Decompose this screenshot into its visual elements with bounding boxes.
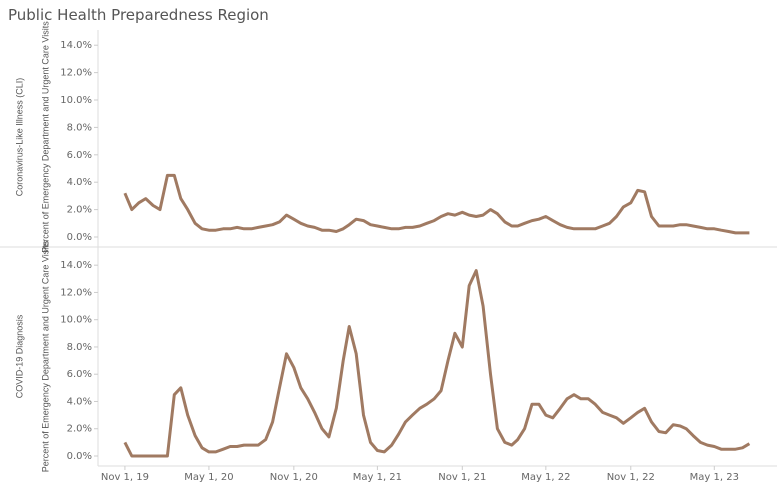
y-tick-label: 8.0% [67,122,92,133]
x-tick-label: Nov 1, 22 [607,472,655,482]
x-tick-label: May 1, 21 [353,472,402,482]
y-tick-label: 12.0% [60,68,92,79]
y-axis-title: Percent of Emergency Department and Urge… [40,240,50,472]
y-tick-label: 0.0% [67,451,92,462]
y-tick-label: 6.0% [67,150,92,161]
y-tick-label: 10.0% [60,315,92,326]
y-tick-label: 10.0% [60,95,92,106]
y-tick-label: 2.0% [67,424,92,435]
x-tick-label: Nov 1, 21 [438,472,486,482]
x-tick-label: Nov 1, 19 [101,472,149,482]
y-tick-label: 2.0% [67,205,92,216]
y-tick-label: 6.0% [67,369,92,380]
y-tick-label: 8.0% [67,342,92,353]
x-tick-label: May 1, 22 [521,472,570,482]
y-tick-label: 12.0% [60,287,92,298]
x-tick-label: May 1, 20 [184,472,233,482]
x-tick-label: May 1, 23 [690,472,739,482]
y-tick-label: 14.0% [60,40,92,51]
x-tick-label: Nov 1, 20 [270,472,318,482]
y-tick-label: 14.0% [60,260,92,271]
data-line [123,173,750,235]
chart-title: Public Health Preparedness Region [8,6,269,24]
y-tick-label: 4.0% [67,396,92,407]
y-axis-title: Percent of Emergency Department and Urge… [40,21,50,253]
y-tick-label: 4.0% [67,177,92,188]
y-tick-label: 0.0% [67,232,92,243]
panel-label: COVID-19 Diagnosis [14,314,24,398]
panel-label: Coronavirus-Like Illness (CLI) [14,78,24,197]
data-line [123,269,751,458]
